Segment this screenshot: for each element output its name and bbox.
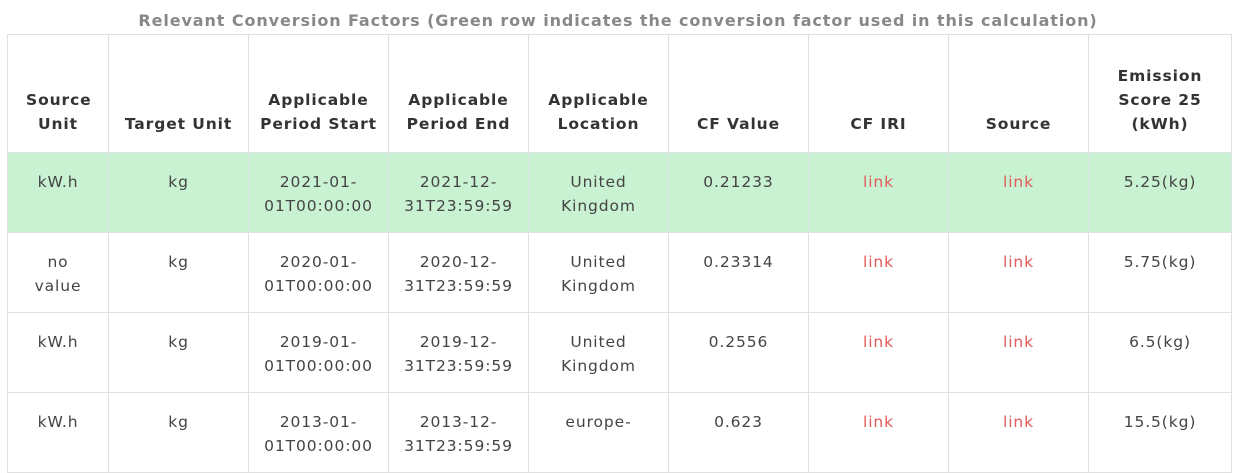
cell: kg — [108, 392, 249, 473]
cell: 2013-01-01T00:00:00 — [248, 392, 389, 473]
cell: 2019-12-31T23:59:59 — [388, 312, 529, 393]
column-header: Emission Score 25 (kWh) — [1088, 34, 1232, 153]
cell: kg — [108, 152, 249, 233]
cell: United Kingdom — [528, 312, 669, 393]
cell: link — [808, 312, 949, 393]
column-header: CF Value — [668, 34, 809, 153]
cell: link — [948, 392, 1089, 473]
cell: kW.h — [7, 152, 109, 233]
cell: kg — [108, 312, 249, 393]
column-header: Applicable Period End — [388, 34, 529, 153]
link[interactable]: link — [862, 413, 894, 431]
cell: 2019-01-01T00:00:00 — [248, 312, 389, 393]
cell: 5.25(kg) — [1088, 152, 1232, 233]
cell: 5.75(kg) — [1088, 232, 1232, 313]
page: Relevant Conversion Factors (Green row i… — [7, 11, 1232, 473]
cell: link — [948, 312, 1089, 393]
cell: no value — [7, 232, 109, 313]
table-row: kW.h kg 2021-01-01T00:00:00 2021-12-31T23:5… — [7, 152, 1232, 233]
cell: kW.h — [7, 392, 109, 473]
cell: 2013-12-31T23:59:59 — [388, 392, 529, 473]
column-header: Applicable Period Start — [248, 34, 389, 153]
cell: europe- — [528, 392, 669, 473]
cell: link — [808, 152, 949, 233]
link[interactable]: link — [862, 333, 894, 351]
cell: 0.2556 — [668, 312, 809, 393]
cell: 0.21233 — [668, 152, 809, 233]
cell: kW.h — [7, 312, 109, 393]
column-header: Source Unit — [7, 34, 109, 153]
cell: link — [948, 232, 1089, 313]
table-row: kW.h kg 2019-01-01T00:00:00 2019-12-31T23:5… — [7, 312, 1232, 393]
column-header: CF IRI — [808, 34, 949, 153]
cell: kg — [108, 232, 249, 313]
cell: 0.23314 — [668, 232, 809, 313]
cell: United Kingdom — [528, 152, 669, 233]
link[interactable]: link — [1002, 333, 1034, 351]
link[interactable]: link — [1002, 173, 1034, 191]
cell: 2021-01-01T00:00:00 — [248, 152, 389, 233]
column-header: Source — [948, 34, 1089, 153]
cell: link — [808, 392, 949, 473]
conversion-table: Source Unit Target Unit Applicable Period … — [7, 34, 1232, 473]
link[interactable]: link — [862, 173, 894, 191]
table-row: no value kg 2020-01-01T00:00:00 2020-12-31T… — [7, 232, 1232, 313]
link[interactable]: link — [1002, 253, 1034, 271]
table-title: Relevant Conversion Factors (Green row i… — [138, 11, 1098, 30]
cell: link — [948, 152, 1089, 233]
cell: 0.623 — [668, 392, 809, 473]
link[interactable]: link — [862, 253, 894, 271]
cell: 6.5(kg) — [1088, 312, 1232, 393]
column-header: Target Unit — [108, 34, 249, 153]
link[interactable]: link — [1002, 413, 1034, 431]
table-body: kW.h kg 2021-01-01T00:00:00 2021-12-31T23:5… — [7, 152, 1232, 473]
cell: United Kingdom — [528, 232, 669, 313]
column-header: Applicable Location — [528, 34, 669, 153]
cell: 15.5(kg) — [1088, 392, 1232, 473]
table-row: kW.h kg 2013-01-01T00:00:00 2013-12-31T23:5… — [7, 392, 1232, 473]
cell: 2020-12-31T23:59:59 — [388, 232, 529, 313]
cell: 2021-12-31T23:59:59 — [388, 152, 529, 233]
header-row: Source Unit Target Unit Applicable Period … — [7, 34, 1232, 153]
cell: link — [808, 232, 949, 313]
cell: 2020-01-01T00:00:00 — [248, 232, 389, 313]
